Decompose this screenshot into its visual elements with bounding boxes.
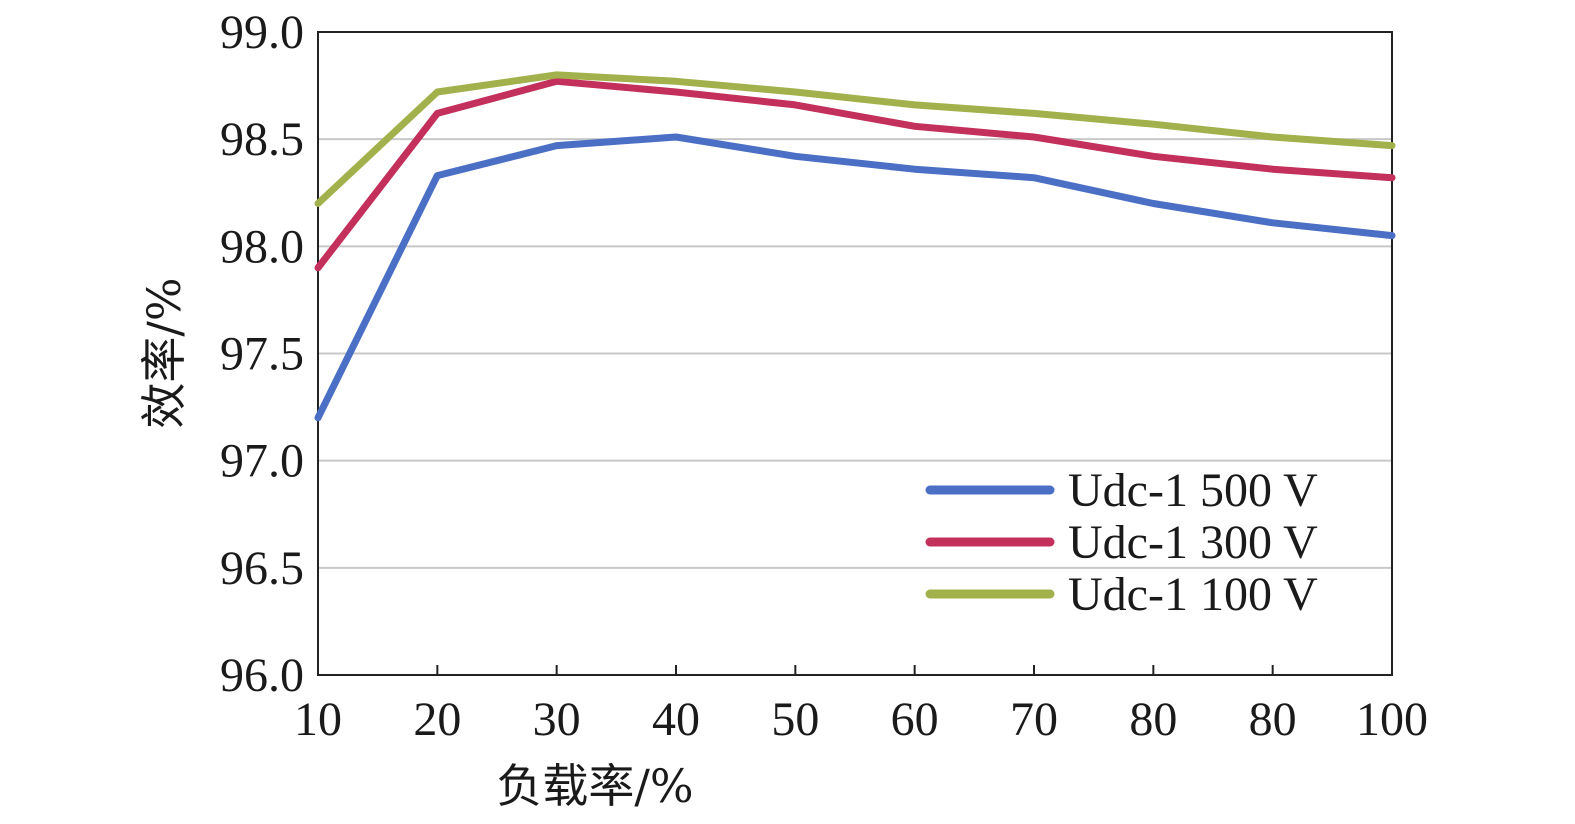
x-tick-label: 100	[1356, 693, 1428, 746]
x-tick-label: 60	[891, 693, 939, 746]
y-tick-label: 96.5	[220, 542, 304, 595]
plot-area-frame	[317, 31, 1393, 676]
x-tick-label: 40	[652, 693, 700, 746]
x-axis-title: 负载率/%	[496, 759, 693, 813]
x-axis-ticks: 10 20 30 40 50 60 70 80 80 100	[294, 665, 1428, 746]
x-tick-label: 30	[533, 693, 581, 746]
y-tick-label: 98.0	[220, 220, 304, 273]
legend-label: Udc-1 500 V	[1068, 464, 1318, 517]
y-tick-label: 98.5	[220, 113, 304, 166]
series-line	[314, 133, 1396, 422]
grid-lines	[318, 138, 1392, 569]
y-tick-label: 97.0	[220, 435, 304, 488]
y-tick-label: 96.0	[220, 649, 304, 702]
series-line	[314, 77, 1396, 272]
x-tick-label: 80	[1129, 693, 1177, 746]
x-tick-label: 20	[413, 693, 461, 746]
series-line	[314, 71, 1396, 207]
y-tick-label: 99.0	[220, 6, 304, 59]
series-lines	[314, 71, 1396, 422]
x-tick-label: 80	[1249, 693, 1297, 746]
x-tick-label: 10	[294, 693, 342, 746]
x-tick-label: 70	[1010, 693, 1058, 746]
x-tick-label: 50	[771, 693, 819, 746]
y-axis-ticks: 96.0 96.5 97.0 97.5 98.0 98.5 99.0	[220, 6, 304, 702]
legend-label: Udc-1 300 V	[1068, 516, 1318, 569]
y-tick-label: 97.5	[220, 328, 304, 381]
legend-label: Udc-1 100 V	[1068, 568, 1318, 621]
y-axis-title: 效率/%	[137, 277, 191, 428]
